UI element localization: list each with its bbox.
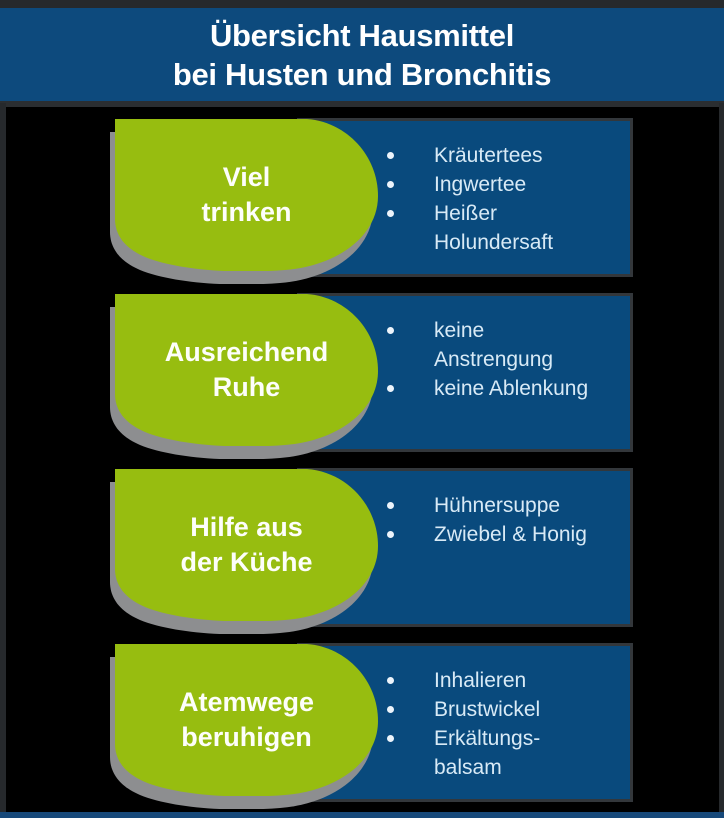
- list-item-text: keine Anstrengung: [434, 319, 554, 371]
- remedy-list: Hühnersuppe Zwiebel & Honig: [300, 471, 630, 549]
- title-bar: Übersicht Hausmittel bei Husten und Bron…: [0, 8, 724, 101]
- list-item: Inhalieren: [386, 666, 624, 695]
- bullet-icon: [387, 706, 394, 713]
- category-label: Hilfe aus der Küche: [180, 512, 313, 577]
- list-item: Hühnersuppe: [386, 491, 624, 520]
- list-item-text: Kräutertees: [434, 144, 543, 167]
- list-item: Zwiebel & Honig: [386, 520, 624, 549]
- bullet-icon: [387, 210, 394, 217]
- page-title: Übersicht Hausmittel bei Husten und Bron…: [172, 17, 552, 92]
- frame-top-strip: [0, 0, 724, 8]
- list-item: Erkältungs- balsam: [386, 724, 624, 782]
- bullet-icon: [387, 385, 394, 392]
- list-item-text: Zwiebel & Honig: [434, 523, 587, 546]
- remedy-list: Kräutertees Ingwertee Heißer Holundersaf…: [300, 121, 630, 257]
- title-underline: [0, 101, 724, 107]
- bullet-icon: [387, 152, 394, 159]
- blob-hilfe-kueche: Hilfe aus der Küche: [115, 469, 378, 621]
- blob-ausreichend-ruhe: Ausreichend Ruhe: [115, 294, 378, 446]
- category-label: Atemwege beruhigen: [178, 687, 315, 752]
- blob-atemwege-beruhigen: Atemwege beruhigen: [115, 644, 378, 796]
- bottom-bar: [0, 812, 724, 818]
- remedy-list: keine Anstrengung keine Ablenkung: [300, 296, 630, 403]
- list-item: Ingwertee: [386, 170, 624, 199]
- green-blob-shape: [115, 644, 378, 796]
- list-item: Heißer Holundersaft: [386, 199, 624, 257]
- bullet-icon: [387, 502, 394, 509]
- bullet-icon: [387, 677, 394, 684]
- list-item-text: keine Ablenkung: [434, 377, 589, 400]
- green-blob-shape: [115, 119, 378, 271]
- frame-left-strip: [0, 103, 6, 812]
- category-label: Viel trinken: [201, 162, 292, 227]
- list-item: keine Ablenkung: [386, 374, 624, 403]
- bullet-icon: [387, 735, 394, 742]
- bullet-icon: [387, 327, 394, 334]
- list-item-text: Ingwertee: [434, 173, 527, 196]
- bullet-icon: [387, 531, 394, 538]
- list-item-text: Heißer Holundersaft: [434, 202, 554, 254]
- list-item-text: Hühnersuppe: [434, 494, 561, 517]
- frame-right-strip: [719, 103, 724, 812]
- list-item: Kräutertees: [386, 141, 624, 170]
- list-item-text: Erkältungs- balsam: [434, 727, 541, 779]
- category-label: Ausreichend Ruhe: [164, 337, 329, 402]
- list-item-text: Brustwickel: [434, 698, 541, 721]
- bullet-icon: [387, 181, 394, 188]
- blob-viel-trinken: Viel trinken: [115, 119, 378, 271]
- green-blob-shape: [115, 294, 378, 446]
- remedy-list: Inhalieren Brustwickel Erkältungs- balsa…: [300, 646, 630, 782]
- list-item: keine Anstrengung: [386, 316, 624, 374]
- list-item: Brustwickel: [386, 695, 624, 724]
- list-item-text: Inhalieren: [434, 669, 527, 692]
- green-blob-shape: [115, 469, 378, 621]
